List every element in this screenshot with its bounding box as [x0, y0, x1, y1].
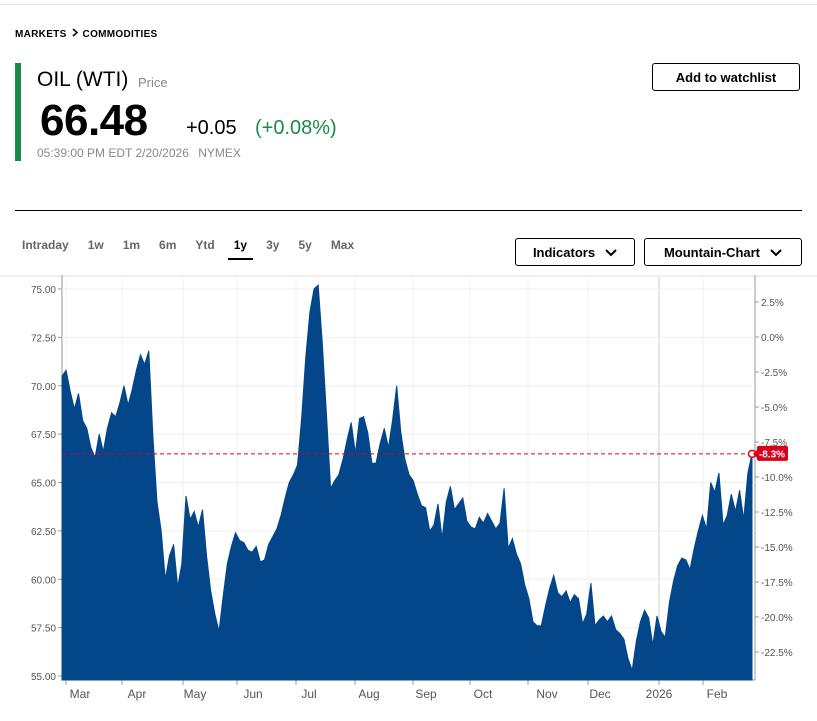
price-label: Price: [138, 75, 168, 90]
last-pct-badge-bg: [757, 445, 788, 461]
breadcrumb-markets[interactable]: MARKETS: [15, 28, 67, 40]
x-tick-label: Feb: [707, 687, 728, 701]
y2-tick-label: -2.5%: [761, 368, 787, 379]
chevron-right-icon: [72, 28, 78, 40]
y2-tick-label: -5.0%: [761, 403, 787, 414]
x-tick-label: May: [184, 687, 207, 701]
last-price: 66.48: [40, 96, 148, 145]
quote-meta: 05:39:00 PM EDT 2/20/2026 NYMEX: [37, 146, 241, 160]
price-chart[interactable]: Mar Apr May Jun Jul Aug Sep Oct Nov Dec 2026 Feb 75.…: [0, 275, 817, 716]
x-tick-label: Aug: [358, 687, 379, 701]
y2-tick-label: 2.5%: [761, 298, 784, 309]
y-tick-label: 67.50: [31, 430, 56, 441]
price-change: +0.05: [186, 117, 237, 139]
y-tick-label: 75.00: [31, 285, 56, 296]
y2-tick-label: -20.0%: [761, 613, 793, 624]
range-tab-max[interactable]: Max: [330, 238, 355, 252]
breadcrumb-commodities[interactable]: COMMODITIES: [82, 28, 158, 40]
y2-tick-label: -12.5%: [761, 508, 793, 519]
y-tick-label: 55.00: [31, 672, 56, 683]
last-pct-badge: -8.3%: [753, 445, 788, 461]
y2-tick-label: -15.0%: [761, 543, 793, 554]
indicators-dropdown[interactable]: Indicators: [515, 238, 635, 266]
x-tick-label: 2026: [646, 687, 673, 701]
y2-tick-label: 0.0%: [761, 333, 784, 344]
x-tick-label: Mar: [70, 687, 91, 701]
y2-tick-label: -17.5%: [761, 578, 793, 589]
range-tab-5y[interactable]: 5y: [298, 238, 312, 252]
y2-tick-label: -22.5%: [761, 648, 793, 659]
range-tab-6m[interactable]: 6m: [159, 238, 177, 252]
price-area-series[interactable]: [61, 284, 753, 681]
chart-type-dropdown[interactable]: Mountain-Chart: [644, 238, 802, 266]
y2-tick-label: -7.5%: [761, 438, 787, 449]
y-tick-label: 60.00: [31, 575, 56, 586]
range-tab-intraday[interactable]: Intraday: [22, 238, 69, 252]
x-tick-label: Sep: [415, 687, 437, 701]
x-tick-label: Apr: [128, 687, 147, 701]
x-tick-label: Oct: [474, 687, 493, 701]
range-tab-ytd[interactable]: Ytd: [195, 238, 215, 252]
quote-timestamp: 05:39:00 PM EDT 2/20/2026: [37, 146, 189, 160]
x-tick-label: Jun: [243, 687, 262, 701]
range-tabs: Intraday 1w 1m 6m Ytd 1y 3y 5y Max: [22, 238, 373, 260]
breadcrumb: MARKETS COMMODITIES: [15, 28, 158, 40]
range-tab-3y[interactable]: 3y: [266, 238, 280, 252]
x-tick-label: Dec: [589, 687, 610, 701]
add-to-watchlist-button[interactable]: Add to watchlist: [652, 63, 800, 91]
y-tick-label: 62.50: [31, 527, 56, 538]
y2-tick-label: -10.0%: [761, 473, 793, 484]
y-tick-label: 65.00: [31, 479, 56, 490]
quote-exchange: NYMEX: [198, 146, 241, 160]
section-divider: [15, 210, 802, 211]
y-tick-label: 70.00: [31, 382, 56, 393]
price-change-percent: (+0.08%): [255, 117, 337, 139]
chevron-down-icon: [770, 245, 782, 260]
x-tick-label: Nov: [536, 687, 557, 701]
x-tick-label: Jul: [301, 687, 316, 701]
last-pct-badge-pointer: [753, 449, 757, 458]
range-tab-1m[interactable]: 1m: [122, 238, 141, 252]
price-chart-area[interactable]: Mar Apr May Jun Jul Aug Sep Oct Nov Dec 2026 Feb 75.…: [0, 275, 817, 716]
indicators-label: Indicators: [532, 244, 596, 260]
y-tick-label: 72.50: [31, 333, 56, 344]
quote-accent-bar: [15, 63, 21, 161]
top-border: [0, 4, 817, 5]
last-pct-label: -8.3%: [759, 449, 785, 460]
y-tick-label: 57.50: [31, 624, 56, 635]
instrument-name: OIL (WTI): [37, 68, 129, 91]
range-tab-1y[interactable]: 1y: [227, 238, 254, 260]
chevron-down-icon: [605, 245, 617, 260]
range-tab-1w[interactable]: 1w: [87, 238, 104, 252]
chart-type-label: Mountain-Chart: [663, 244, 761, 260]
